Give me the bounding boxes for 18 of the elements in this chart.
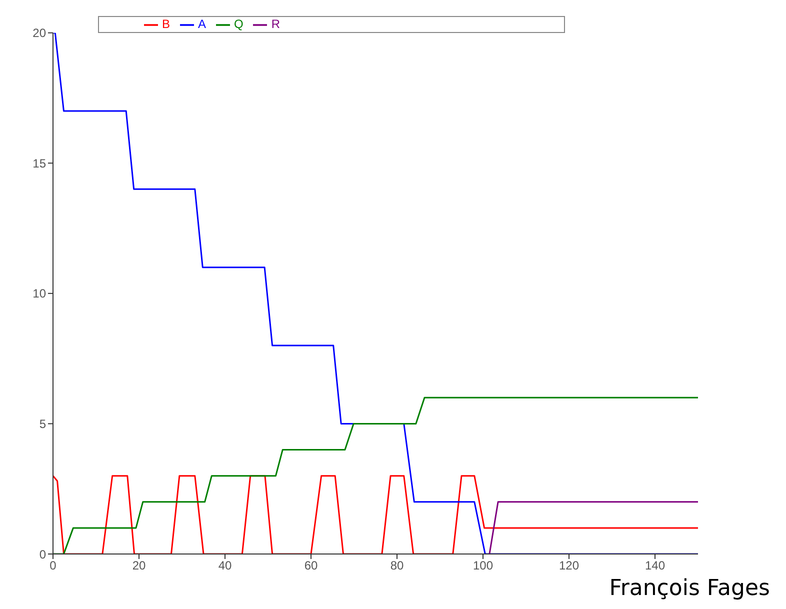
x-tick-label: 20 [132,558,146,573]
legend-label: B [162,17,170,31]
x-tick-label: 40 [218,558,232,573]
text: François Fages [609,576,770,601]
y-tick-label: 10 [32,286,46,301]
x-tick-label: 120 [558,558,580,573]
legend-label: R [271,17,280,31]
y-tick-label: 20 [32,26,46,40]
legend-label: Q [234,17,244,31]
x-tick-label: 80 [390,558,404,573]
x-tick-label: 140 [644,558,666,573]
x-tick-label: 0 [50,558,57,573]
y-tick-label: 15 [32,156,46,170]
x-tick-label: 60 [304,558,318,573]
y-tick-label: 0 [39,547,46,562]
y-tick-label: 5 [39,416,46,431]
x-tick-label: 100 [472,558,494,573]
legend-label: A [198,17,206,31]
